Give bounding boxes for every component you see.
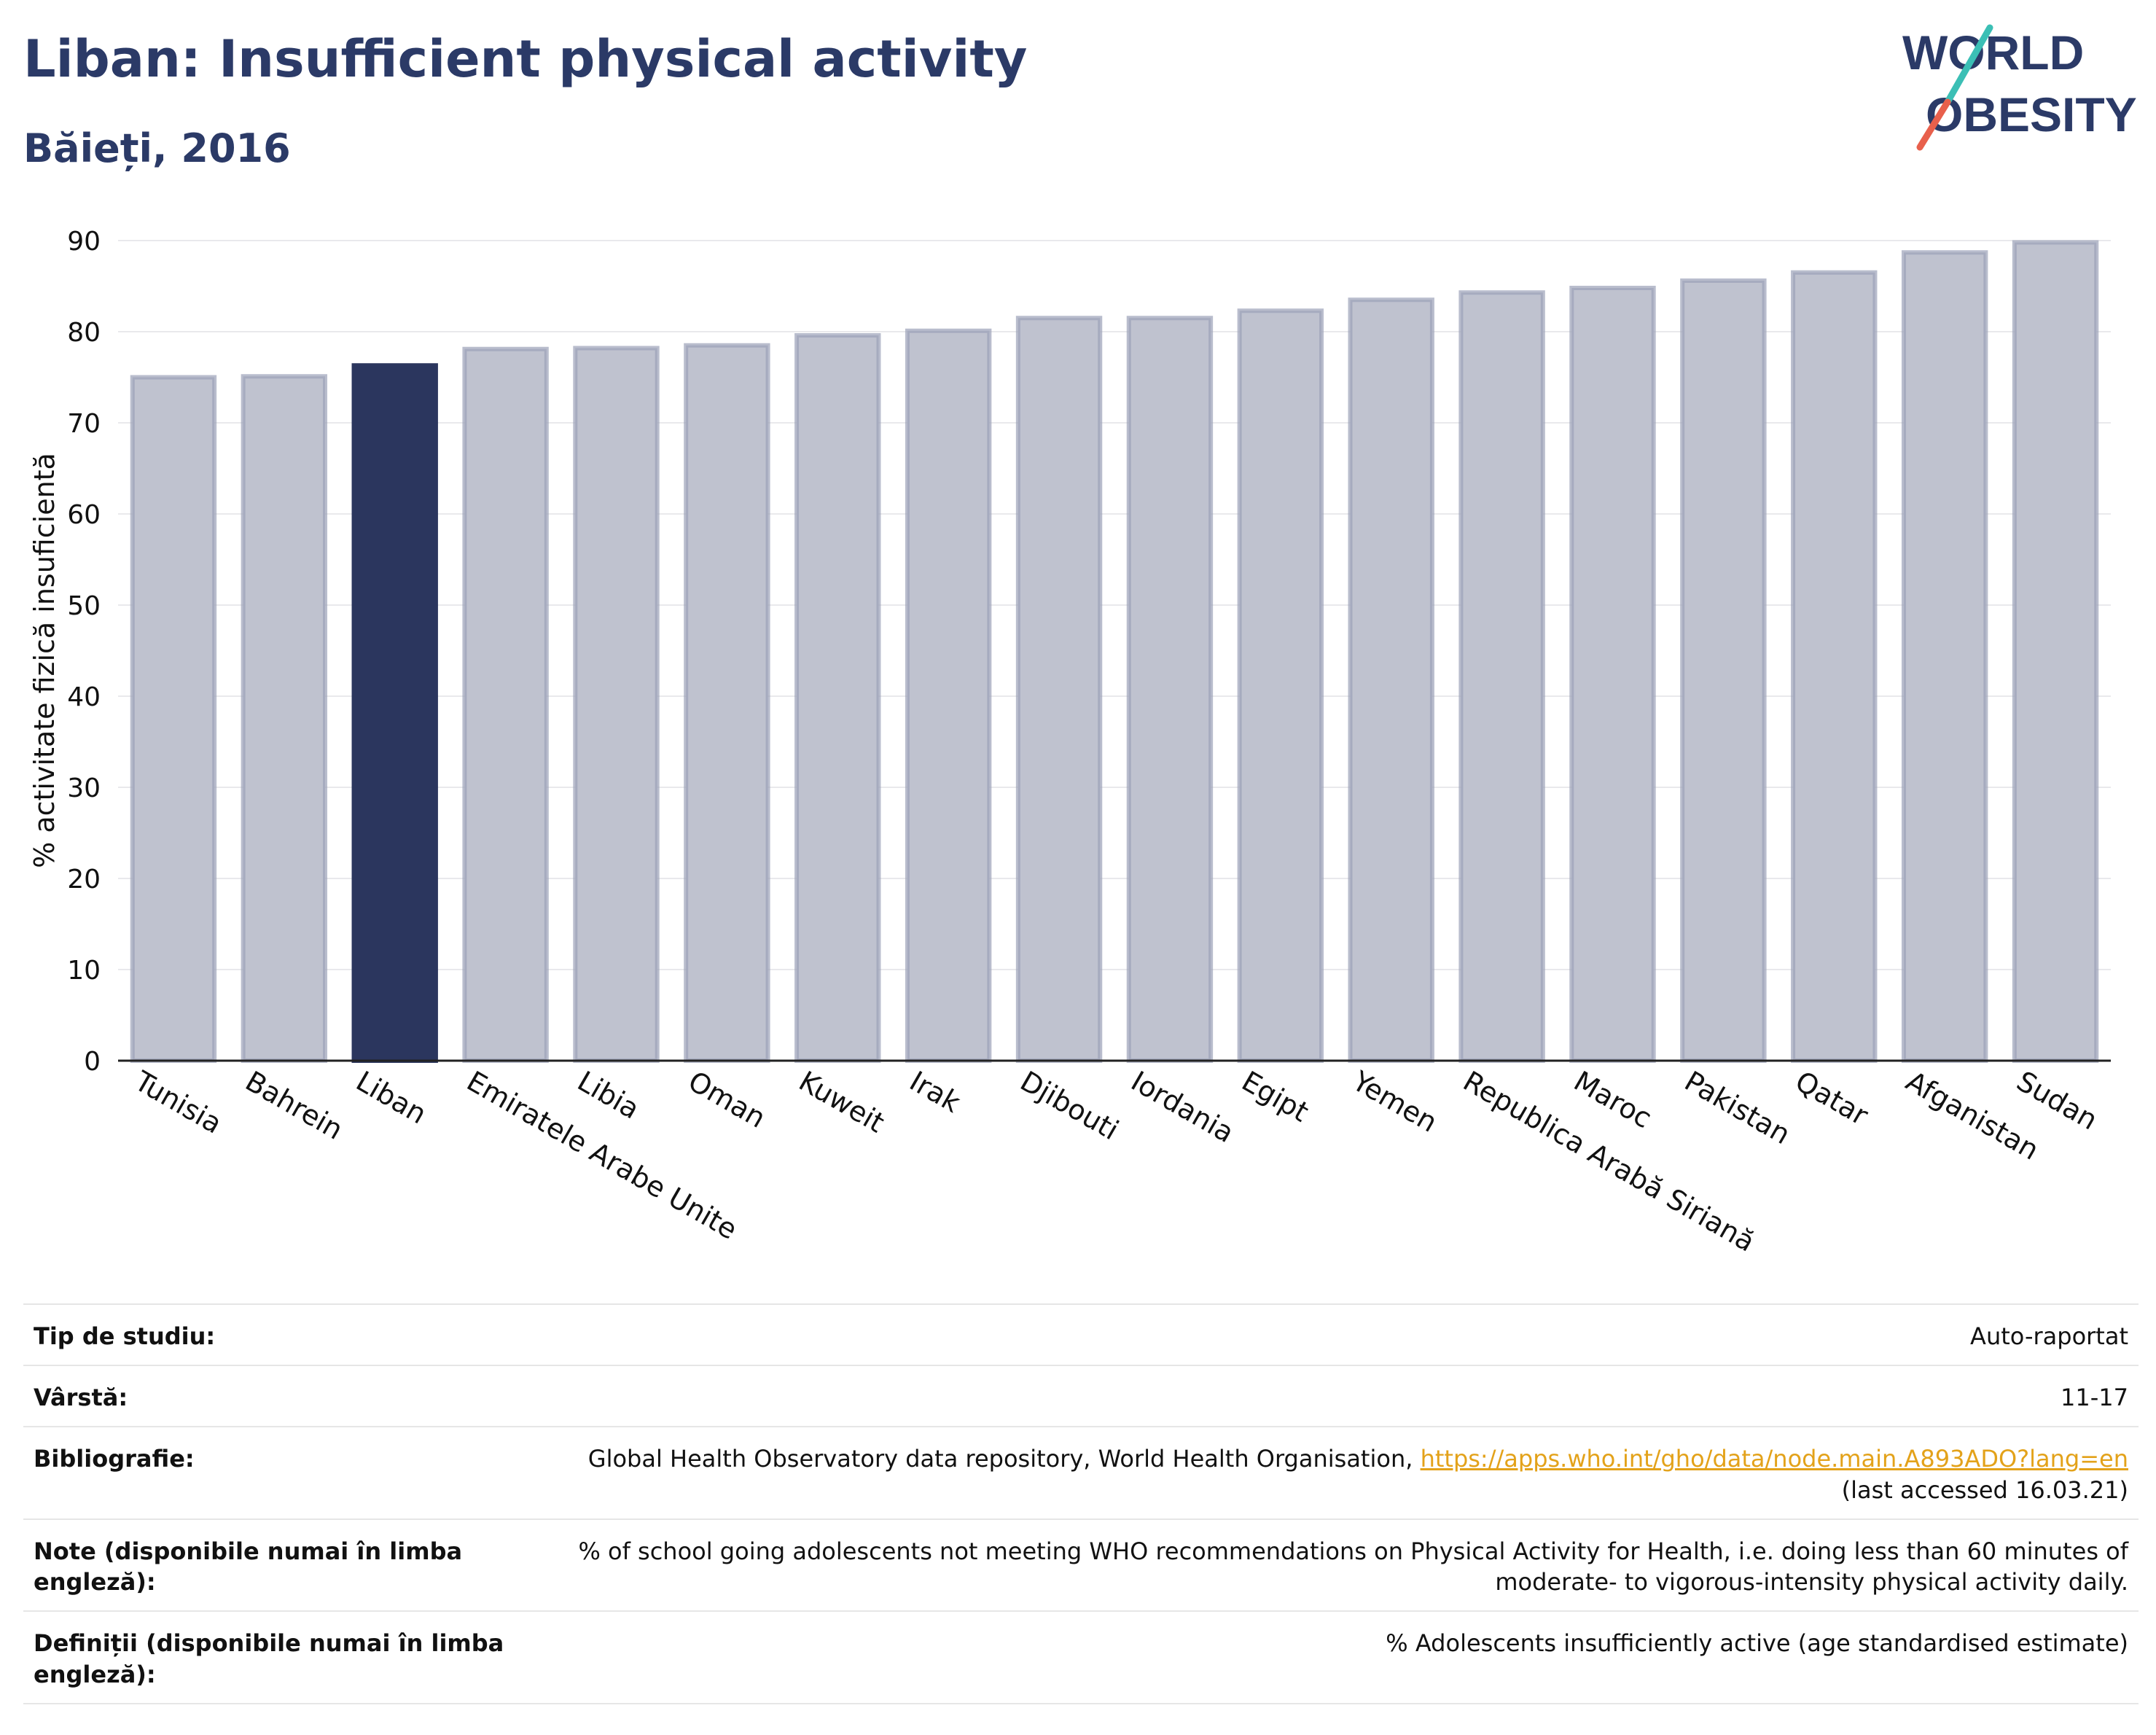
- meta-bib-label: Bibliografie:: [23, 1426, 554, 1519]
- x-tick-label: Iordania: [1125, 1065, 1239, 1149]
- bar-emiratele-arabe-unite: [462, 346, 549, 1063]
- meta-notes-line1: % of school going adolescents not meetin…: [578, 1537, 2128, 1565]
- bar-qatar: [1791, 270, 1878, 1063]
- meta-row-bibliography: Bibliografie: Global Health Observatory …: [23, 1426, 2139, 1519]
- meta-row-study: Tip de studiu: Auto-raportat: [23, 1303, 2139, 1366]
- y-axis-label: % activitate fizică insuficientă: [28, 453, 60, 868]
- bars: [130, 240, 2099, 1063]
- meta-study-label: Tip de studiu:: [23, 1303, 554, 1366]
- x-tick-label: Yemen: [1346, 1064, 1442, 1139]
- meta-defs-value: % Adolescents insufficiently active (age…: [554, 1610, 2139, 1704]
- x-tick-label: Maroc: [1569, 1065, 1657, 1135]
- x-tick-label: Libia: [572, 1065, 645, 1126]
- bar-oman: [684, 343, 770, 1063]
- meta-row-definitions: Definiții (disponibile numai în limba en…: [23, 1610, 2139, 1704]
- bar-sudan: [2012, 240, 2099, 1063]
- meta-bib-link[interactable]: https://apps.who.int/gho/data/node.main.…: [1420, 1445, 2128, 1473]
- meta-notes-line2: moderate- to vigorous-intensity physical…: [1495, 1568, 2128, 1596]
- y-tick-label: 90: [67, 227, 101, 257]
- meta-defs-label-line1: Definiții (disponibile numai în limba: [34, 1629, 504, 1658]
- bar-bahrein: [241, 374, 328, 1063]
- bar-maroc: [1569, 286, 1656, 1063]
- x-tick-labels: Tunisia Bahrein Liban Emiratele Arabe Unite…: [129, 1064, 2104, 1258]
- y-tick-label: 50: [67, 591, 101, 621]
- x-tick-label: Irak: [905, 1065, 966, 1119]
- bar-afganistan: [1901, 250, 1988, 1063]
- bar-republica-arab-sirian-: [1458, 290, 1545, 1063]
- x-tick-label: Tunisia: [129, 1064, 227, 1140]
- meta-study-value: Auto-raportat: [554, 1303, 2139, 1366]
- grid-lines: [118, 240, 2111, 970]
- y-tick-label: 60: [67, 500, 101, 530]
- y-tick-label: 40: [67, 682, 101, 712]
- y-tick-label: 0: [84, 1047, 101, 1077]
- meta-defs-label: Definiții (disponibile numai în limba en…: [23, 1610, 554, 1704]
- bar-iordania: [1126, 316, 1214, 1063]
- logo-line1: WORLD: [1902, 26, 2084, 79]
- y-tick-labels: 0 10 20 30 40 50 60 70 80 90: [67, 227, 101, 1077]
- logo-line2: OBESITY: [1926, 87, 2137, 141]
- x-tick-label: Pakistan: [1679, 1065, 1796, 1151]
- meta-row-notes: Note (disponibile numai în limba engleză…: [23, 1518, 2139, 1612]
- meta-age-label: Vârstă:: [23, 1365, 554, 1427]
- y-tick-label: 80: [67, 318, 101, 348]
- logo-teal-stroke: [1944, 24, 1993, 106]
- bar-liban: [351, 363, 438, 1063]
- bar-egipt: [1237, 308, 1324, 1063]
- y-tick-label: 30: [67, 773, 101, 803]
- x-tick-label: Kuweit: [794, 1065, 890, 1139]
- metadata-table: Tip de studiu: Auto-raportat Vârstă: 11-…: [23, 1303, 2139, 1704]
- logo-red-stroke: [1916, 98, 1951, 151]
- x-tick-label: Sudan: [2012, 1065, 2104, 1136]
- bar-tunisia: [130, 375, 217, 1063]
- y-tick-label: 20: [67, 865, 101, 894]
- y-tick-label: 10: [67, 956, 101, 986]
- meta-bib-accessed: (last accessed 16.03.21): [1841, 1475, 2128, 1504]
- bar-yemen: [1348, 297, 1434, 1063]
- x-tick-label: Oman: [683, 1065, 771, 1134]
- meta-notes-value: % of school going adolescents not meetin…: [554, 1518, 2139, 1612]
- meta-age-value: 11-17: [554, 1365, 2139, 1427]
- page-subtitle: Băieți, 2016: [23, 125, 291, 171]
- meta-bib-text: Global Health Observatory data repositor…: [587, 1445, 1413, 1473]
- bar-djibouti: [1015, 316, 1103, 1063]
- meta-row-age: Vârstă: 11-17: [23, 1365, 2139, 1427]
- meta-notes-label: Note (disponibile numai în limba engleză…: [23, 1518, 554, 1612]
- page-title: Liban: Insufficient physical activity: [23, 29, 1028, 89]
- x-tick-label: Djibouti: [1015, 1065, 1125, 1147]
- bar-irak: [905, 328, 992, 1063]
- world-obesity-logo: WORLD OBESITY: [1902, 24, 2137, 151]
- y-tick-label: 70: [67, 409, 101, 439]
- bar-pakistan: [1680, 278, 1767, 1063]
- x-tick-label: Egipt: [1236, 1065, 1314, 1128]
- meta-bib-value: Global Health Observatory data repositor…: [554, 1426, 2139, 1519]
- x-tick-label: Qatar: [1790, 1065, 1874, 1132]
- meta-defs-label-line2: engleză):: [34, 1660, 156, 1688]
- x-tick-label: Liban: [351, 1065, 431, 1131]
- x-tick-label: Bahrein: [240, 1065, 348, 1146]
- bar-libia: [573, 346, 660, 1063]
- bar-kuweit: [794, 333, 881, 1063]
